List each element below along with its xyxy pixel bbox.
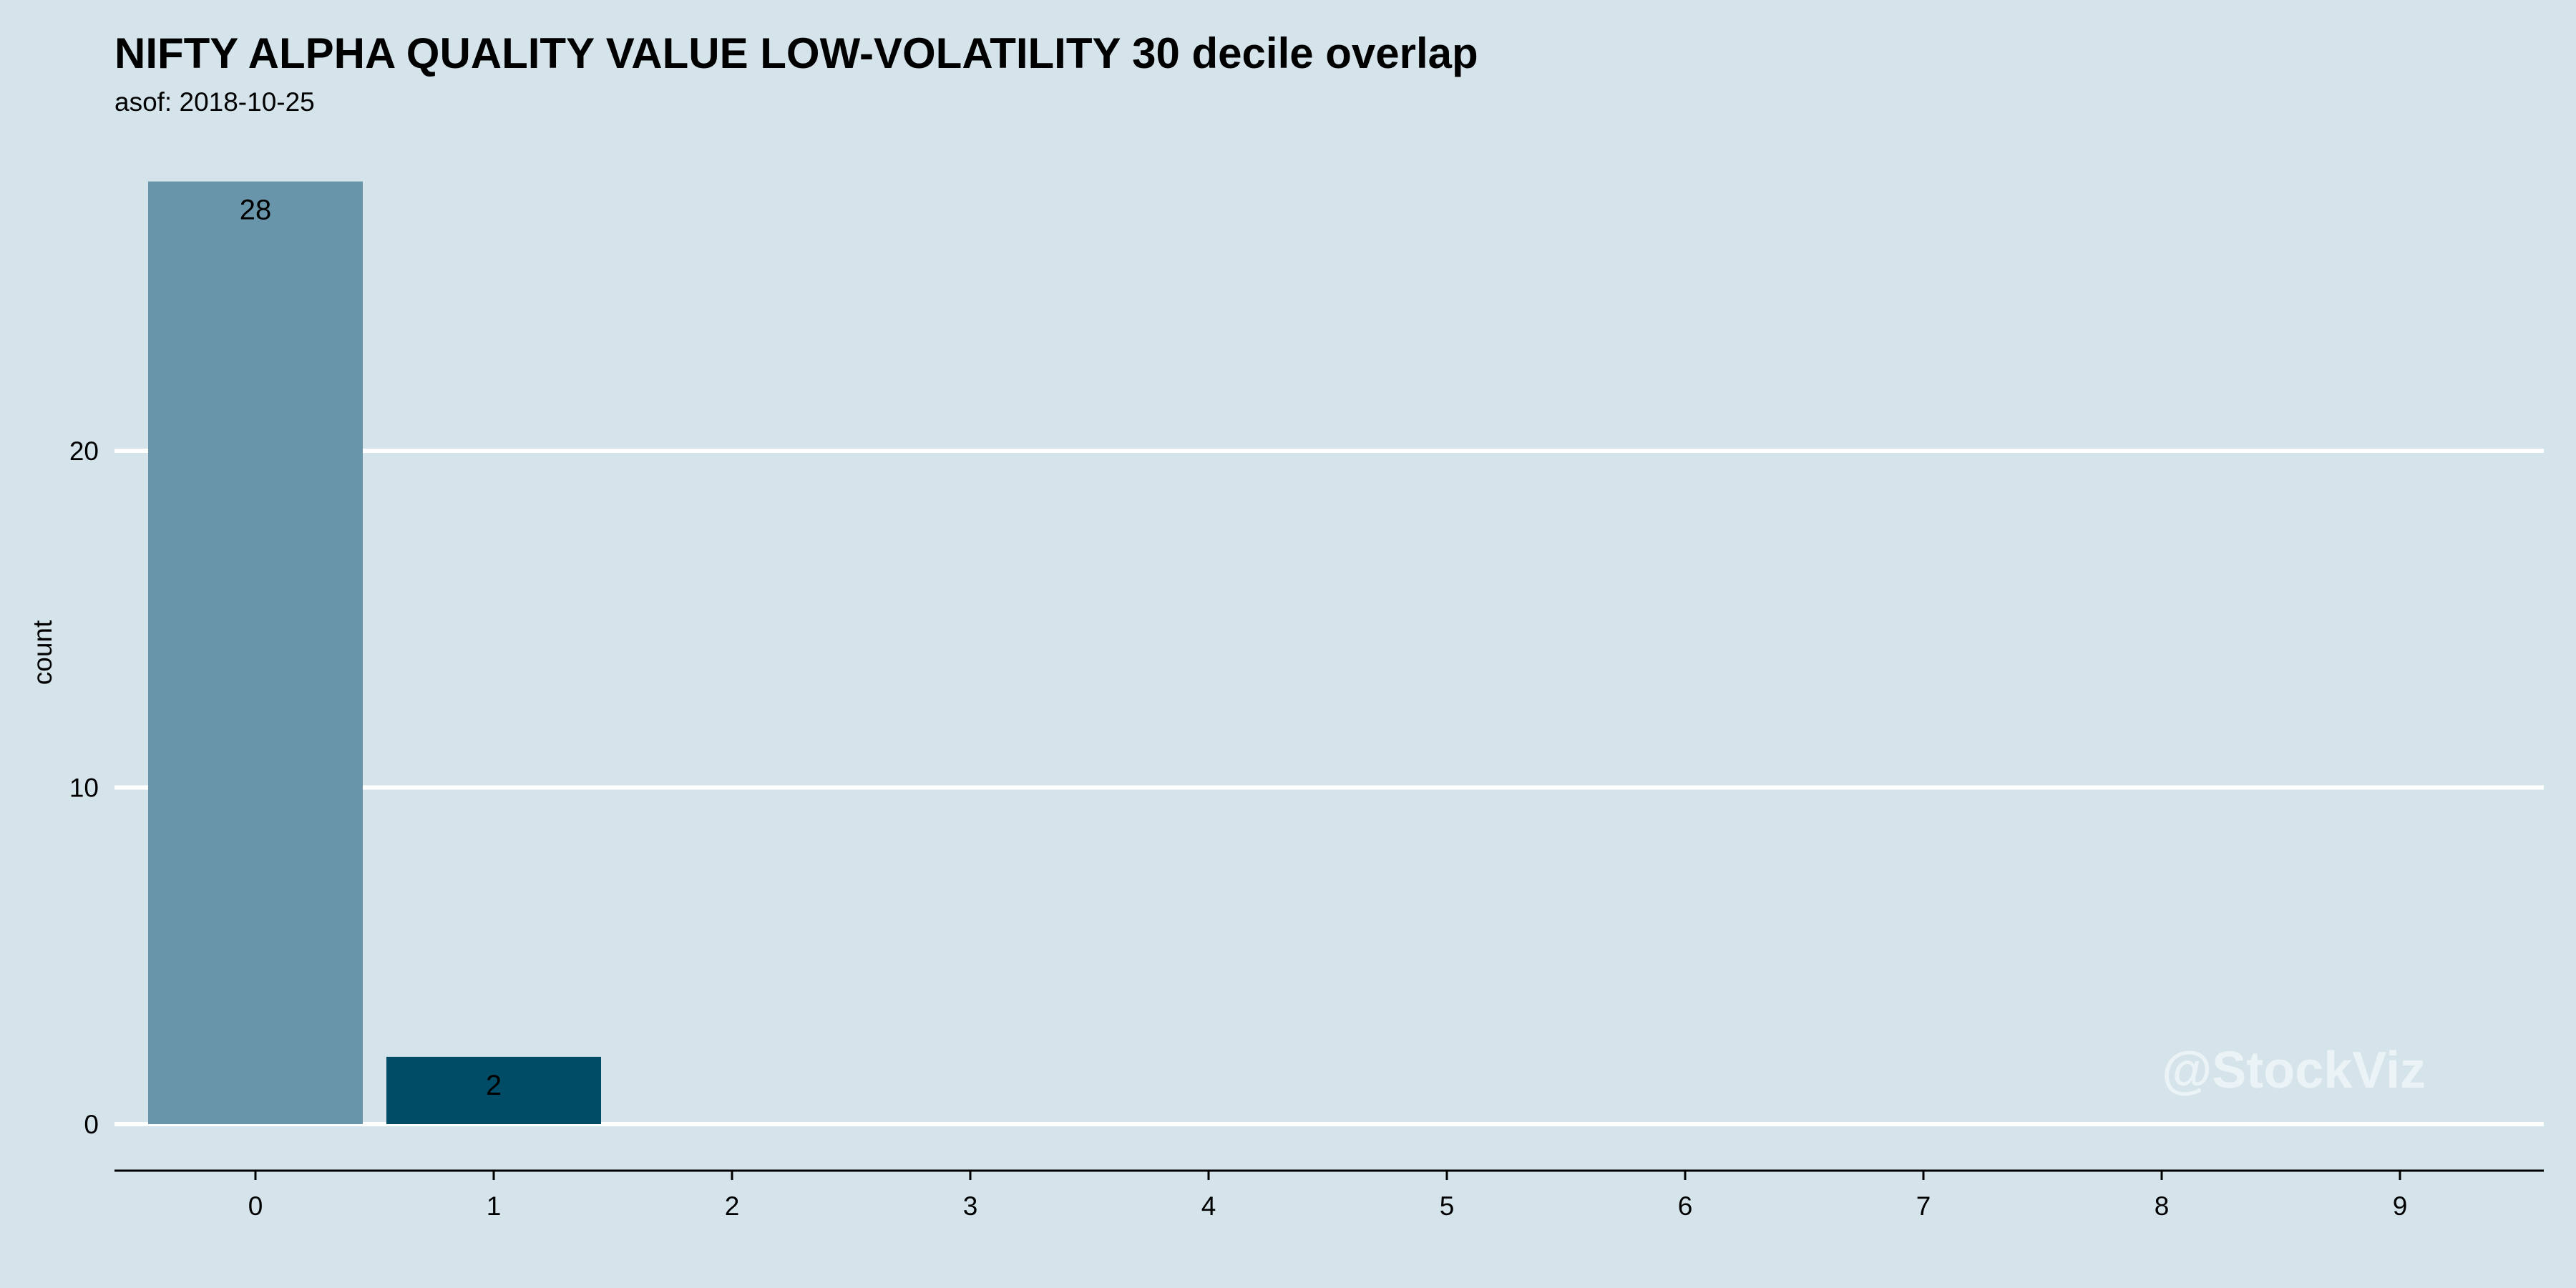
y-tick-label-10: 10 bbox=[69, 774, 99, 803]
y-tick-label-0: 0 bbox=[84, 1110, 99, 1139]
x-tick-label-5: 5 bbox=[1440, 1191, 1455, 1221]
x-tick-label-2: 2 bbox=[725, 1191, 740, 1221]
gridlines bbox=[114, 449, 2544, 1126]
bar-0 bbox=[148, 181, 363, 1125]
bars: 28 2 bbox=[148, 181, 601, 1125]
x-tick-label-3: 3 bbox=[963, 1191, 978, 1221]
x-tick-label-8: 8 bbox=[2155, 1191, 2170, 1221]
x-tick-label-7: 7 bbox=[1916, 1191, 1931, 1221]
x-tick-label-0: 0 bbox=[248, 1191, 263, 1221]
y-axis-ticks: 0 10 20 bbox=[69, 436, 99, 1139]
y-tick-label-20: 20 bbox=[69, 436, 99, 466]
chart-title: NIFTY ALPHA QUALITY VALUE LOW-VOLATILITY… bbox=[114, 29, 1478, 77]
y-axis-title: count bbox=[28, 620, 57, 685]
x-tick-label-4: 4 bbox=[1201, 1191, 1216, 1221]
x-tick-label-9: 9 bbox=[2393, 1191, 2408, 1221]
x-axis: 0 1 2 3 4 5 6 7 8 9 bbox=[114, 1169, 2544, 1221]
data-label-0: 28 bbox=[240, 195, 272, 226]
x-tick-label-6: 6 bbox=[1678, 1191, 1693, 1221]
data-label-1: 2 bbox=[486, 1070, 502, 1101]
chart-subtitle: asof: 2018-10-25 bbox=[114, 87, 315, 117]
x-tick-label-1: 1 bbox=[487, 1191, 502, 1221]
bar-1 bbox=[386, 1056, 601, 1124]
watermark: @StockViz bbox=[2162, 1042, 2426, 1099]
